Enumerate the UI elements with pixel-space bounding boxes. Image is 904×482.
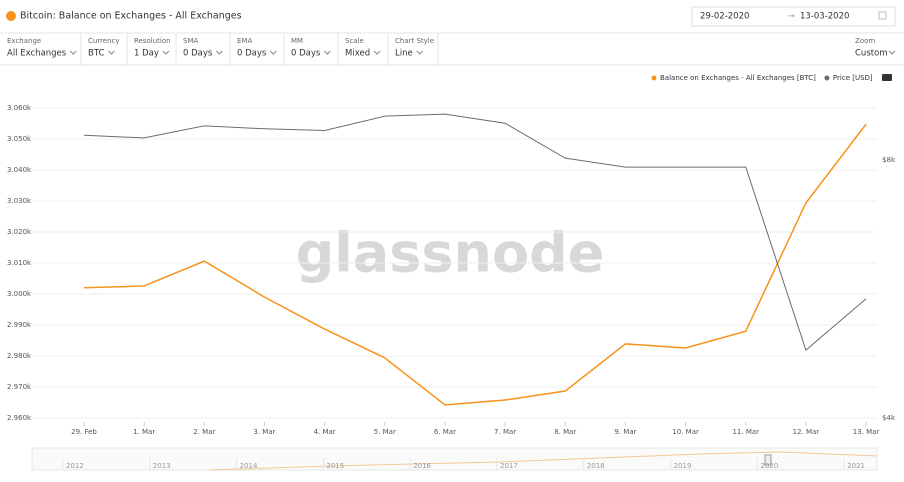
btc-icon <box>6 11 16 21</box>
arrow: → <box>788 12 795 21</box>
zoom-value[interactable]: Custom <box>855 49 888 59</box>
x-tick-label: 12. Mar <box>793 428 820 436</box>
title: Bitcoin: Balance on Exchanges - All Exch… <box>20 11 242 22</box>
y-tick-label: 3.020k <box>7 228 32 236</box>
chevron <box>269 50 277 55</box>
control-label: Chart Style <box>395 37 434 45</box>
control-label: MM <box>291 37 303 45</box>
y-tick-label: 2.980k <box>7 352 32 360</box>
chevron <box>416 50 424 55</box>
control-value[interactable]: 0 Days <box>183 49 213 59</box>
navigator-year: 2013 <box>153 462 171 470</box>
chevron <box>215 50 223 55</box>
navigator-handle[interactable] <box>764 454 772 466</box>
x-tick-label: 3. Mar <box>253 428 275 436</box>
x-tick-label: 1. Mar <box>133 428 155 436</box>
navigator-year: 2015 <box>326 462 344 470</box>
calendar-icon <box>878 11 887 20</box>
x-tick-label: 11. Mar <box>732 428 759 436</box>
control-value[interactable]: 0 Days <box>237 49 267 59</box>
navigator-year: 2014 <box>240 462 258 470</box>
control-label: EMA <box>237 37 252 45</box>
control-label: SMA <box>183 37 198 45</box>
control-label: Resolution <box>134 37 171 45</box>
control-value[interactable]: Mixed <box>345 49 370 59</box>
control-value[interactable]: Line <box>395 49 413 59</box>
x-tick-label: 2. Mar <box>193 428 215 436</box>
x-tick-label: 9. Mar <box>614 428 636 436</box>
x-tick-label: 29. Feb <box>71 428 97 436</box>
y2-tick-label: $8k <box>882 156 896 164</box>
series-line <box>83 123 867 406</box>
navigator-line <box>209 451 878 471</box>
control-value[interactable]: 0 Days <box>291 49 321 59</box>
y-tick-label: 3.040k <box>7 166 32 174</box>
control-value[interactable]: All Exchanges <box>7 49 67 59</box>
series-line <box>83 113 867 352</box>
navigator-year: 2021 <box>847 462 865 470</box>
control-label: Currency <box>88 37 120 45</box>
chevron <box>373 50 381 55</box>
legend-label[interactable]: Price [USD] <box>833 74 873 82</box>
navigator-year: 2020 <box>760 462 778 470</box>
y-tick-label: 3.010k <box>7 259 32 267</box>
date-range[interactable] <box>691 6 896 27</box>
chevron <box>108 50 115 55</box>
navigator[interactable] <box>31 447 878 471</box>
x-tick-label: 10. Mar <box>672 428 699 436</box>
navigator-year: 2016 <box>413 462 431 470</box>
chevron <box>323 50 331 55</box>
y-tick-label: 3.030k <box>7 197 32 205</box>
date-to[interactable]: 13-03-2020 <box>800 12 849 22</box>
x-tick-label: 4. Mar <box>314 428 336 436</box>
chevron <box>888 50 896 55</box>
navigator-year: 2018 <box>587 462 605 470</box>
control-label: Exchange <box>7 37 41 45</box>
y-tick-label: 3.060k <box>7 104 32 112</box>
chevron <box>69 50 77 55</box>
y-tick-label: 2.960k <box>7 414 32 422</box>
chevron <box>162 50 170 55</box>
y2-tick-label: $4k <box>882 414 896 422</box>
x-tick-label: 6. Mar <box>434 428 456 436</box>
camera-icon[interactable] <box>882 74 892 81</box>
watermark: glassnode <box>296 222 605 285</box>
y-tick-label: 3.050k <box>7 135 32 143</box>
navigator-year: 2017 <box>500 462 518 470</box>
date-from[interactable]: 29-02-2020 <box>700 12 749 22</box>
y-tick-label: 2.970k <box>7 383 32 391</box>
y-tick-label: 3.000k <box>7 290 32 298</box>
zoom-label: Zoom <box>855 37 875 45</box>
x-tick-label: 8. Mar <box>554 428 576 436</box>
control-value[interactable]: BTC <box>88 49 105 59</box>
navigator-year: 2019 <box>674 462 692 470</box>
legend-marker <box>651 75 657 81</box>
control-value[interactable]: 1 Day <box>134 49 159 59</box>
control-label: Scale <box>345 37 364 45</box>
x-tick-label: 13. Mar <box>853 428 880 436</box>
legend-label[interactable]: Balance on Exchanges - All Exchanges [BT… <box>660 74 816 82</box>
navigator-year: 2012 <box>66 462 84 470</box>
y-tick-label: 2.990k <box>7 321 32 329</box>
legend-marker <box>824 75 830 81</box>
x-tick-label: 7. Mar <box>494 428 516 436</box>
x-tick-label: 5. Mar <box>374 428 396 436</box>
